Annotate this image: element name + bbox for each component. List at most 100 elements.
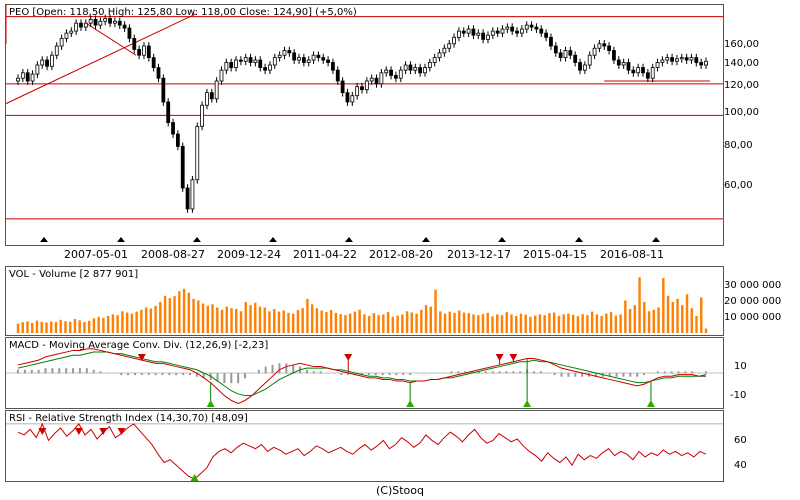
candle-body <box>578 62 582 71</box>
volume-bar <box>225 306 228 333</box>
volume-bar <box>472 314 475 333</box>
volume-y-axis: 30 000 000 20 000 000 10 000 000 <box>724 266 794 334</box>
rsi-oversold-marker <box>190 474 199 481</box>
rsi-overbought-marker <box>38 428 47 435</box>
volume-bar <box>676 298 679 333</box>
macd-histogram-bar <box>560 373 563 377</box>
volume-y-tick: 20 000 000 <box>724 296 782 307</box>
x-tick-marker <box>498 237 506 242</box>
x-tick-label: 2008-08-27 <box>141 248 205 261</box>
macd-histogram-bar <box>354 373 357 376</box>
macd-buy-marker <box>523 400 532 407</box>
copyright-footer: (C)Stooq <box>375 484 424 497</box>
volume-bar <box>178 291 181 333</box>
volume-bar <box>197 300 200 333</box>
volume-bar <box>443 313 447 333</box>
x-tick-label: 2015-04-15 <box>523 248 587 261</box>
volume-bar <box>50 321 53 333</box>
candle-body <box>519 28 524 34</box>
candle-body <box>607 45 611 51</box>
macd-histogram-bar <box>677 371 680 374</box>
volume-bar <box>453 312 456 333</box>
candle-body <box>408 64 413 71</box>
candle-body <box>592 47 597 56</box>
volume-bar <box>235 308 238 333</box>
macd-buy-marker <box>206 400 215 407</box>
volume-bar <box>192 298 195 333</box>
macd-histogram-bar <box>175 373 178 376</box>
candle-body <box>374 77 379 85</box>
candle-body <box>287 50 292 54</box>
macd-histogram-bar <box>477 371 480 374</box>
candle-body <box>394 75 398 79</box>
candle-body <box>350 95 355 103</box>
volume-bar <box>121 311 124 333</box>
macd-histogram-bar <box>92 369 95 374</box>
macd-histogram-bar <box>85 368 88 374</box>
macd-histogram-bar <box>154 373 157 376</box>
price-y-tick: 120,00 <box>724 80 759 91</box>
candle-body <box>301 57 306 63</box>
candle-body <box>117 20 122 26</box>
candle-body <box>621 62 626 66</box>
volume-bar <box>83 321 86 333</box>
x-tick-marker <box>117 237 125 242</box>
macd-sell-marker <box>344 354 353 361</box>
candle-body <box>331 62 335 71</box>
volume-bar <box>78 320 81 333</box>
volume-bar <box>64 321 67 333</box>
candle-body <box>529 24 534 28</box>
volume-bar <box>353 311 357 333</box>
volume-bar <box>102 317 105 333</box>
macd-histogram-bar <box>656 371 659 374</box>
candle-body <box>384 69 389 74</box>
candle-body <box>481 32 486 40</box>
volume-bar <box>292 313 295 333</box>
candle-body <box>345 92 350 103</box>
macd-histogram-bar <box>436 373 439 374</box>
price-chart <box>6 5 723 242</box>
volume-bar <box>87 320 91 333</box>
candle-body <box>510 26 515 32</box>
candle-body <box>539 28 544 34</box>
volume-bar <box>296 310 300 333</box>
macd-histogram-bar <box>443 373 446 374</box>
volume-bar <box>329 310 333 333</box>
candle-body <box>40 59 45 66</box>
candle-body <box>645 72 650 79</box>
candle-body <box>360 86 364 91</box>
macd-histogram-bar <box>195 373 198 377</box>
candle-body <box>505 26 510 30</box>
price-y-tick: 80,00 <box>724 140 753 151</box>
volume-bar <box>97 316 100 333</box>
candle-body <box>268 64 272 71</box>
candle-body <box>612 50 616 61</box>
volume-bar <box>277 311 281 333</box>
volume-bar <box>595 314 599 333</box>
volume-bar <box>538 314 542 333</box>
volume-bar <box>647 311 651 333</box>
volume-bar <box>515 315 518 333</box>
x-tick-marker <box>193 237 201 242</box>
volume-bar <box>685 294 689 333</box>
macd-histogram-bar <box>409 373 412 376</box>
candle-body <box>234 59 238 68</box>
volume-bar <box>486 312 489 333</box>
candle-body <box>544 32 549 38</box>
x-tick-marker <box>422 237 430 242</box>
candle-body <box>205 92 209 106</box>
volume-bar <box>348 313 352 333</box>
candle-body <box>16 77 20 82</box>
volume-bar <box>163 295 167 333</box>
macd-histogram-bar <box>37 369 40 374</box>
candle-body <box>282 50 287 56</box>
macd-histogram-bar <box>17 369 19 374</box>
price-y-tick: 60,00 <box>724 180 753 191</box>
candle-body <box>549 36 553 47</box>
volume-bar <box>26 321 29 333</box>
candle-body <box>35 64 40 75</box>
candle-body <box>316 54 321 59</box>
candle-body <box>263 67 267 71</box>
volume-bar <box>439 311 442 333</box>
volume-bar <box>524 314 527 333</box>
